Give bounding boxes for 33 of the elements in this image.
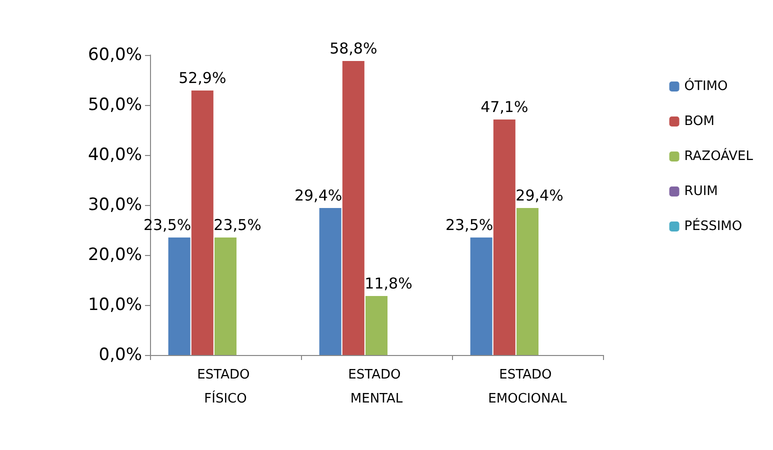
x-tick-label: ESTADO MENTAL xyxy=(348,368,405,406)
data-label: 23,5% xyxy=(214,216,262,234)
y-tick-label: 0,0% xyxy=(98,345,142,365)
bar xyxy=(516,208,538,355)
data-label: 29,4% xyxy=(516,186,564,204)
data-label: 47,1% xyxy=(480,98,528,116)
legend-label: RUIM xyxy=(684,184,718,199)
data-label: 58,8% xyxy=(330,40,378,58)
legend-label: ÓTIMO xyxy=(684,77,728,94)
bar xyxy=(319,208,342,355)
y-tick-label: 20,0% xyxy=(88,245,142,265)
data-label: 52,9% xyxy=(178,69,226,87)
bar xyxy=(342,61,364,355)
data-label: 29,4% xyxy=(294,186,342,204)
bar xyxy=(493,120,516,355)
y-tick-label: 10,0% xyxy=(88,295,142,315)
bar xyxy=(214,238,236,355)
bar xyxy=(168,238,190,355)
y-tick-label: 50,0% xyxy=(88,95,142,115)
y-tick-label: 40,0% xyxy=(88,145,142,165)
y-tick-label: 60,0% xyxy=(88,45,142,65)
bar xyxy=(191,90,214,355)
x-tick-label: ESTADO EMOCIONAL xyxy=(488,368,568,406)
data-label: 11,8% xyxy=(364,274,412,292)
data-label: 23,5% xyxy=(143,216,192,234)
legend-label: RAZOÁVEL xyxy=(684,147,754,164)
legend-label: BOM xyxy=(684,114,714,129)
y-tick-label: 30,0% xyxy=(88,195,142,215)
legend-label: PÉSSIMO xyxy=(684,217,742,234)
data-label: 23,5% xyxy=(445,216,494,234)
x-tick-label: ESTADO FÍSICO xyxy=(197,368,254,406)
bar xyxy=(470,238,492,355)
bar xyxy=(366,296,388,355)
